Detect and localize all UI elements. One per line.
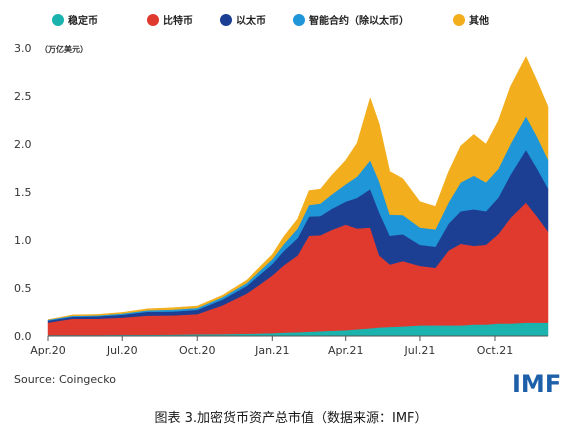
x-tick-label: Apr.21 xyxy=(328,344,364,357)
x-tick-label: Jul.21 xyxy=(404,344,436,357)
y-tick-label: 1.0 xyxy=(14,234,32,247)
y-tick-label: 3.0 xyxy=(14,42,32,55)
legend-label: 其他 xyxy=(469,14,489,27)
plot-area xyxy=(47,56,549,337)
source-note: Source: Coingecko xyxy=(14,373,116,386)
series-area xyxy=(47,56,549,320)
x-tick-label: Oct.21 xyxy=(477,344,514,357)
x-tick-label: Jan.21 xyxy=(254,344,289,357)
chart-legend: 稳定币 比特币 以太币 智能合约（除以太币） 其他 xyxy=(52,14,489,27)
x-tick-label: Apr.20 xyxy=(30,344,66,357)
x-tick-label: Jul.20 xyxy=(106,344,138,357)
y-axis-unit-label: （万亿美元） xyxy=(40,44,88,54)
figure-caption: 图表 3.加密货币资产总市值（数据来源：IMF） xyxy=(154,410,427,426)
legend-swatch xyxy=(147,14,159,26)
legend-swatch xyxy=(220,14,232,26)
imf-logo: IMF xyxy=(512,370,561,398)
y-tick-label: 0.0 xyxy=(14,330,32,343)
y-axis: 0.0 0.5 1.0 1.5 2.0 2.5 3.0 xyxy=(14,42,32,343)
legend-label: 以太币 xyxy=(236,14,266,27)
legend-label: 智能合约（除以太币） xyxy=(309,14,409,27)
y-tick-label: 0.5 xyxy=(14,282,32,295)
x-tick-label: Oct.20 xyxy=(179,344,216,357)
y-tick-label: 2.0 xyxy=(14,138,32,151)
legend-swatch xyxy=(293,14,305,26)
y-tick-label: 1.5 xyxy=(14,186,32,199)
legend-swatch xyxy=(52,14,64,26)
x-axis: Apr.20 Jul.20 Oct.20 Jan.21 Apr.21 Jul.21 Oct.… xyxy=(30,336,513,357)
legend-label: 比特币 xyxy=(163,14,193,27)
y-tick-label: 2.5 xyxy=(14,90,32,103)
legend-swatch xyxy=(453,14,465,26)
legend-label: 稳定币 xyxy=(68,14,98,27)
